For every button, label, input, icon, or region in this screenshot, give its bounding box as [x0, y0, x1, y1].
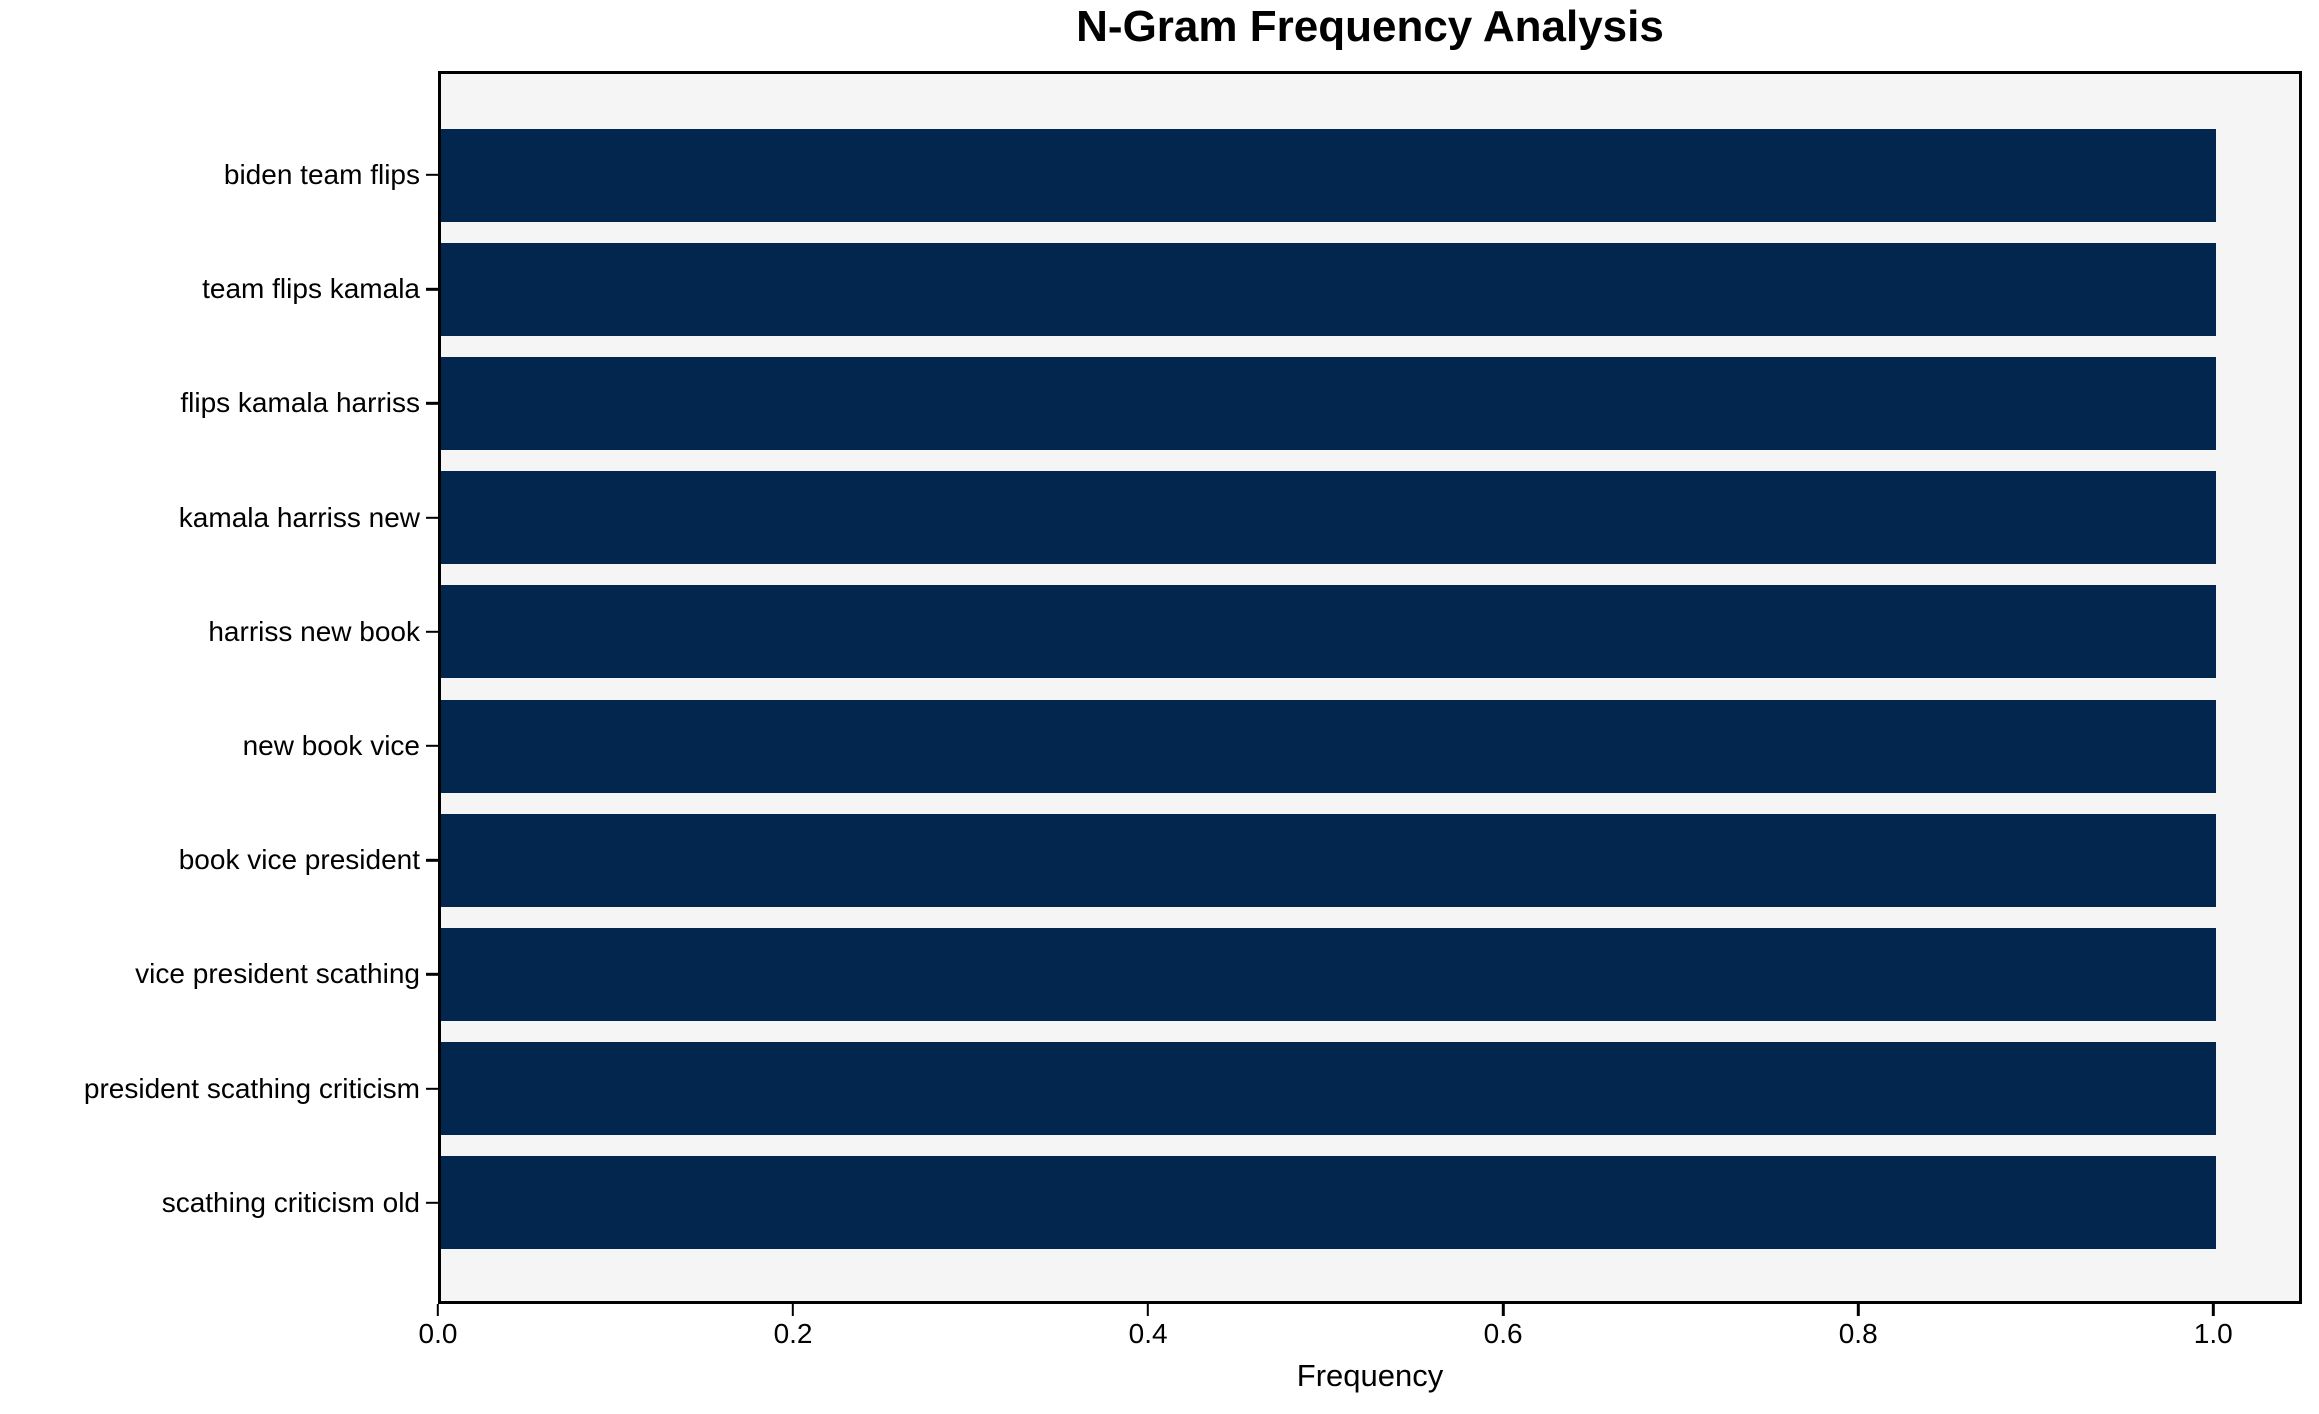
- y-tick-label: president scathing criticism: [83, 1072, 420, 1104]
- x-tick-label: 1.0: [2193, 1318, 2233, 1349]
- x-tick-label: 0.8: [1838, 1318, 1878, 1349]
- y-tick-label: new book vice: [242, 730, 420, 761]
- bar: [441, 699, 2217, 793]
- x-tick-mark: [436, 1304, 440, 1316]
- y-tick-mark: [426, 1087, 438, 1090]
- plot-area: [438, 71, 2302, 1304]
- y-tick-mark: [426, 516, 438, 519]
- y-tick-mark: [426, 858, 438, 862]
- x-tick-mark: [791, 1304, 795, 1316]
- x-tick-label: 0.2: [773, 1318, 813, 1349]
- bar: [441, 356, 2217, 450]
- bar: [441, 585, 2217, 679]
- y-tick-mark: [426, 744, 438, 748]
- y-tick-mark: [426, 630, 438, 633]
- x-tick-mark: [1856, 1304, 1860, 1316]
- y-tick-label: vice president scathing: [135, 958, 420, 990]
- bar: [441, 128, 2217, 222]
- y-tick-mark: [426, 173, 438, 177]
- x-tick-mark: [2212, 1304, 2215, 1316]
- x-tick-label: 0.4: [1128, 1318, 1168, 1349]
- bar: [441, 471, 2217, 565]
- bar: [441, 927, 2217, 1021]
- y-tick-label: book vice president: [178, 844, 420, 876]
- x-tick-label: 0.0: [418, 1318, 458, 1349]
- x-tick-mark: [1501, 1304, 1505, 1316]
- y-tick-mark: [426, 402, 438, 405]
- y-tick-label: team flips kamala: [202, 273, 420, 305]
- y-tick-label: flips kamala harriss: [180, 387, 420, 419]
- bar: [441, 242, 2217, 336]
- y-tick-label: kamala harriss new: [178, 501, 420, 533]
- x-tick-label: 0.6: [1483, 1318, 1523, 1349]
- x-axis-label: Frequency: [1296, 1358, 1444, 1393]
- y-tick-mark: [426, 1201, 438, 1204]
- y-tick-mark: [426, 973, 438, 976]
- bar: [441, 1042, 2217, 1136]
- y-tick-mark: [426, 287, 438, 291]
- y-tick-label: biden team flips: [223, 159, 420, 190]
- bar: [441, 813, 2217, 907]
- y-tick-label: scathing criticism old: [161, 1186, 420, 1218]
- y-tick-label: harriss new book: [208, 615, 420, 647]
- bar: [441, 1156, 2217, 1250]
- x-tick-mark: [1146, 1304, 1150, 1316]
- chart-title: N-Gram Frequency Analysis: [1076, 2, 1664, 51]
